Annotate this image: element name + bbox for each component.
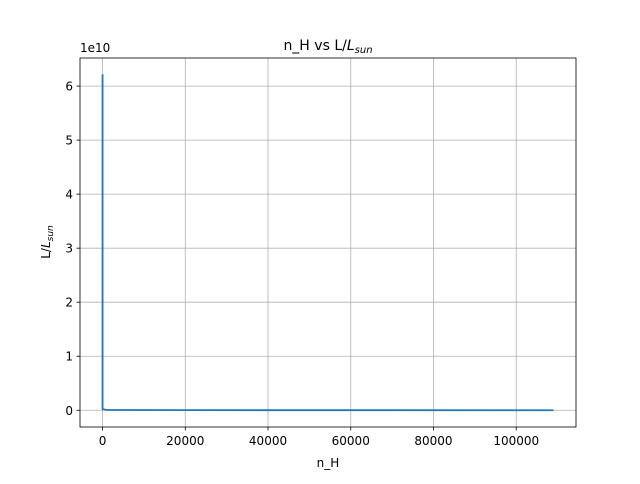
x-tick-label: 100000	[493, 434, 539, 448]
y-tick-label: 4	[65, 188, 73, 202]
y-tick-label: 6	[65, 80, 73, 94]
line-layer	[101, 74, 554, 412]
y-tick-label: 5	[65, 134, 73, 148]
y-offset-multiplier: 1e10	[80, 41, 110, 55]
y-tick-label: 3	[65, 242, 73, 256]
y-tick-label: 2	[65, 296, 73, 310]
y-tick-label: 1	[65, 350, 73, 364]
tick-layer: 0 20000 40000 60000 80000 100000 0 1 2 3 4 5 6	[65, 80, 539, 448]
x-tick-label: 40000	[249, 434, 287, 448]
grid-layer	[80, 58, 576, 427]
x-tick-label: 60000	[332, 434, 370, 448]
y-tick-label: 0	[65, 404, 73, 418]
series-line	[101, 74, 554, 412]
x-tick-label: 20000	[166, 434, 204, 448]
x-tick-label: 80000	[414, 434, 452, 448]
x-axis-label: n_H	[317, 456, 340, 470]
svg-text:L/Lsun: L/Lsun	[39, 225, 56, 259]
axes-frame	[79, 57, 577, 428]
chart-title: n_H vs L/Lsun	[283, 38, 372, 56]
y-axis-label: L/Lsun	[39, 225, 56, 259]
x-tick-label: 0	[99, 434, 107, 448]
